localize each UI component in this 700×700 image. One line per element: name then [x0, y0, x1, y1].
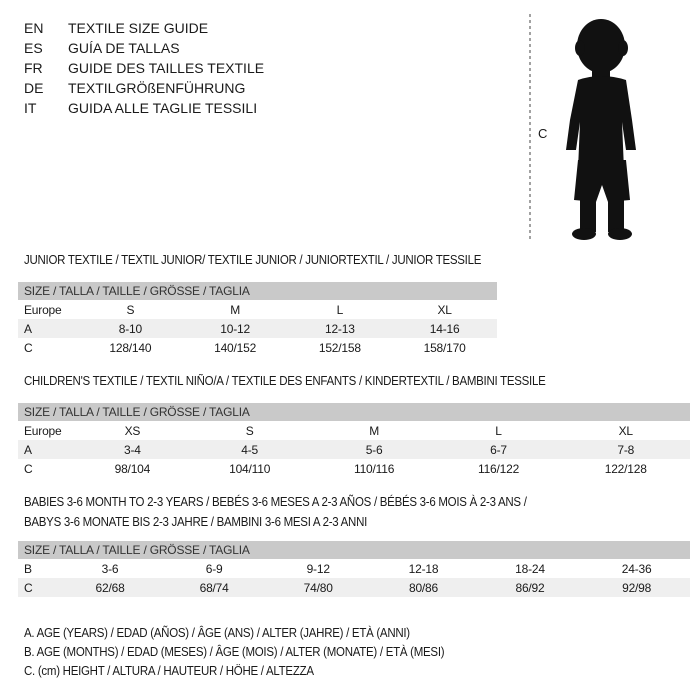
cell: 152/158 [318, 340, 361, 355]
lang-title: TEXTILGRÖßENFÜHRUNG [68, 80, 246, 96]
cell: 98/104 [114, 461, 151, 476]
lang-code: DE [24, 80, 44, 96]
cell: 3-4 [78, 440, 187, 459]
cell: XL [618, 423, 633, 438]
babies-section-title-line1: BABIES 3-6 MONTH TO 2-3 YEARS / BEBÉS 3-… [24, 495, 527, 509]
junior-size-table: SIZE / TALLA / TAILLE / GRÖSSE / TAGLIA … [18, 282, 497, 357]
cell: 128/140 [109, 340, 152, 355]
row-label: Europe [24, 423, 62, 438]
lang-title: GUÍA DE TALLAS [68, 40, 180, 56]
row-label: A [18, 440, 78, 459]
row-label: B [24, 561, 32, 576]
cell: L [336, 302, 344, 317]
cell: 18-24 [515, 561, 545, 576]
cell: 158/170 [423, 340, 466, 355]
size-header: SIZE / TALLA / TAILLE / GRÖSSE / TAGLIA [18, 403, 690, 421]
row-label: A [18, 319, 78, 338]
cell: 12-13 [287, 319, 393, 338]
cell: 62/68 [58, 578, 163, 597]
lang-title: GUIDE DES TAILLES TEXTILE [68, 60, 265, 76]
cell: 9-12 [306, 561, 330, 576]
child-height-figure: C [520, 10, 690, 245]
cell: 6-7 [435, 440, 562, 459]
cell: 122/128 [604, 461, 647, 476]
cell: 86/92 [476, 578, 584, 597]
size-header: SIZE / TALLA / TAILLE / GRÖSSE / TAGLIA [18, 541, 690, 559]
cell: 5-6 [312, 440, 436, 459]
row-label: C [18, 578, 58, 597]
cell: 10-12 [182, 319, 288, 338]
babies-size-table: SIZE / TALLA / TAILLE / GRÖSSE / TAGLIA … [18, 541, 690, 597]
height-label: C [538, 126, 548, 141]
row-label: C [24, 461, 33, 476]
cell: 140/152 [214, 340, 257, 355]
cell: XL [437, 302, 452, 317]
babies-section-title-line2: BABYS 3-6 MONATE BIS 2-3 JAHRE / BAMBINI… [24, 515, 368, 529]
cell: 92/98 [583, 578, 690, 597]
lang-code: FR [24, 60, 43, 76]
legend-c: C. (cm) HEIGHT / ALTURA / HAUTEUR / HÖHE… [24, 664, 314, 678]
cell: S [126, 302, 135, 317]
children-size-table: SIZE / TALLA / TAILLE / GRÖSSE / TAGLIA … [18, 403, 690, 478]
cell: M [230, 302, 240, 317]
junior-section-title: JUNIOR TEXTILE / TEXTIL JUNIOR/ TEXTILE … [24, 253, 482, 267]
cell: 6-9 [205, 561, 223, 576]
cell: M [369, 423, 379, 438]
cell: 74/80 [266, 578, 371, 597]
cell: 104/110 [229, 461, 271, 476]
cell: XS [124, 423, 141, 438]
cell: 24-36 [621, 561, 652, 576]
cell: 68/74 [162, 578, 267, 597]
cell: 80/86 [370, 578, 477, 597]
cell: 8-10 [78, 319, 183, 338]
cell: 7-8 [561, 440, 690, 459]
row-label: Europe [24, 302, 62, 317]
cell: L [495, 423, 502, 438]
legend-a: A. AGE (YEARS) / EDAD (AÑOS) / ÂGE (ANS)… [24, 626, 410, 640]
cell: 3-6 [101, 561, 119, 576]
cell: S [245, 423, 254, 438]
lang-code: ES [24, 40, 43, 56]
cell: 116/122 [477, 461, 520, 476]
cell: 110/116 [353, 461, 395, 476]
cell: 4-5 [186, 440, 313, 459]
lang-code: IT [24, 100, 37, 116]
cell: 12-18 [408, 561, 439, 576]
children-section-title: CHILDREN'S TEXTILE / TEXTIL NIÑO/A / TEX… [24, 374, 546, 388]
cell: 14-16 [392, 319, 497, 338]
lang-title: TEXTILE SIZE GUIDE [68, 20, 209, 36]
legend-b: B. AGE (MONTHS) / EDAD (MESES) / ÂGE (MO… [24, 645, 445, 659]
child-silhouette-icon [529, 14, 636, 242]
lang-title: GUIDA ALLE TAGLIE TESSILI [68, 100, 258, 116]
lang-code: EN [24, 20, 44, 36]
size-header: SIZE / TALLA / TAILLE / GRÖSSE / TAGLIA [18, 282, 497, 300]
row-label: C [24, 340, 33, 355]
